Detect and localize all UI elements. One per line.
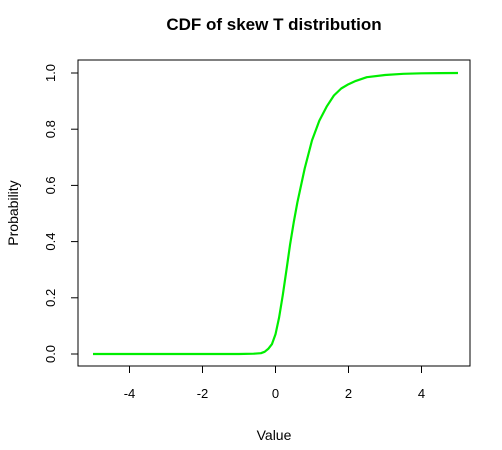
x-tick-label: -2 (197, 386, 209, 401)
cdf-series-line (93, 71, 459, 356)
chart-title: CDF of skew T distribution (166, 15, 381, 34)
x-axis-label: Value (257, 427, 292, 443)
y-tick-label: 0.2 (43, 289, 58, 307)
x-tick-label: 4 (418, 386, 425, 401)
y-axis: 0.0 0.2 0.4 0.6 0.8 1.0 (43, 64, 79, 363)
y-tick-label: 1.0 (43, 64, 58, 82)
series-layer (93, 71, 459, 356)
y-tick-label: 0.4 (43, 233, 58, 251)
x-tick-label: -4 (124, 386, 136, 401)
y-axis-label: Probability (5, 180, 21, 245)
y-tick-label: 0.6 (43, 176, 58, 194)
plot-frame (77, 59, 471, 367)
y-tick-label: 0.8 (43, 120, 58, 138)
x-tick-label: 0 (272, 386, 279, 401)
y-tick-label: 0.0 (43, 345, 58, 363)
x-axis: -4 -2 0 2 4 (124, 365, 425, 401)
x-tick-label: 2 (345, 386, 352, 401)
